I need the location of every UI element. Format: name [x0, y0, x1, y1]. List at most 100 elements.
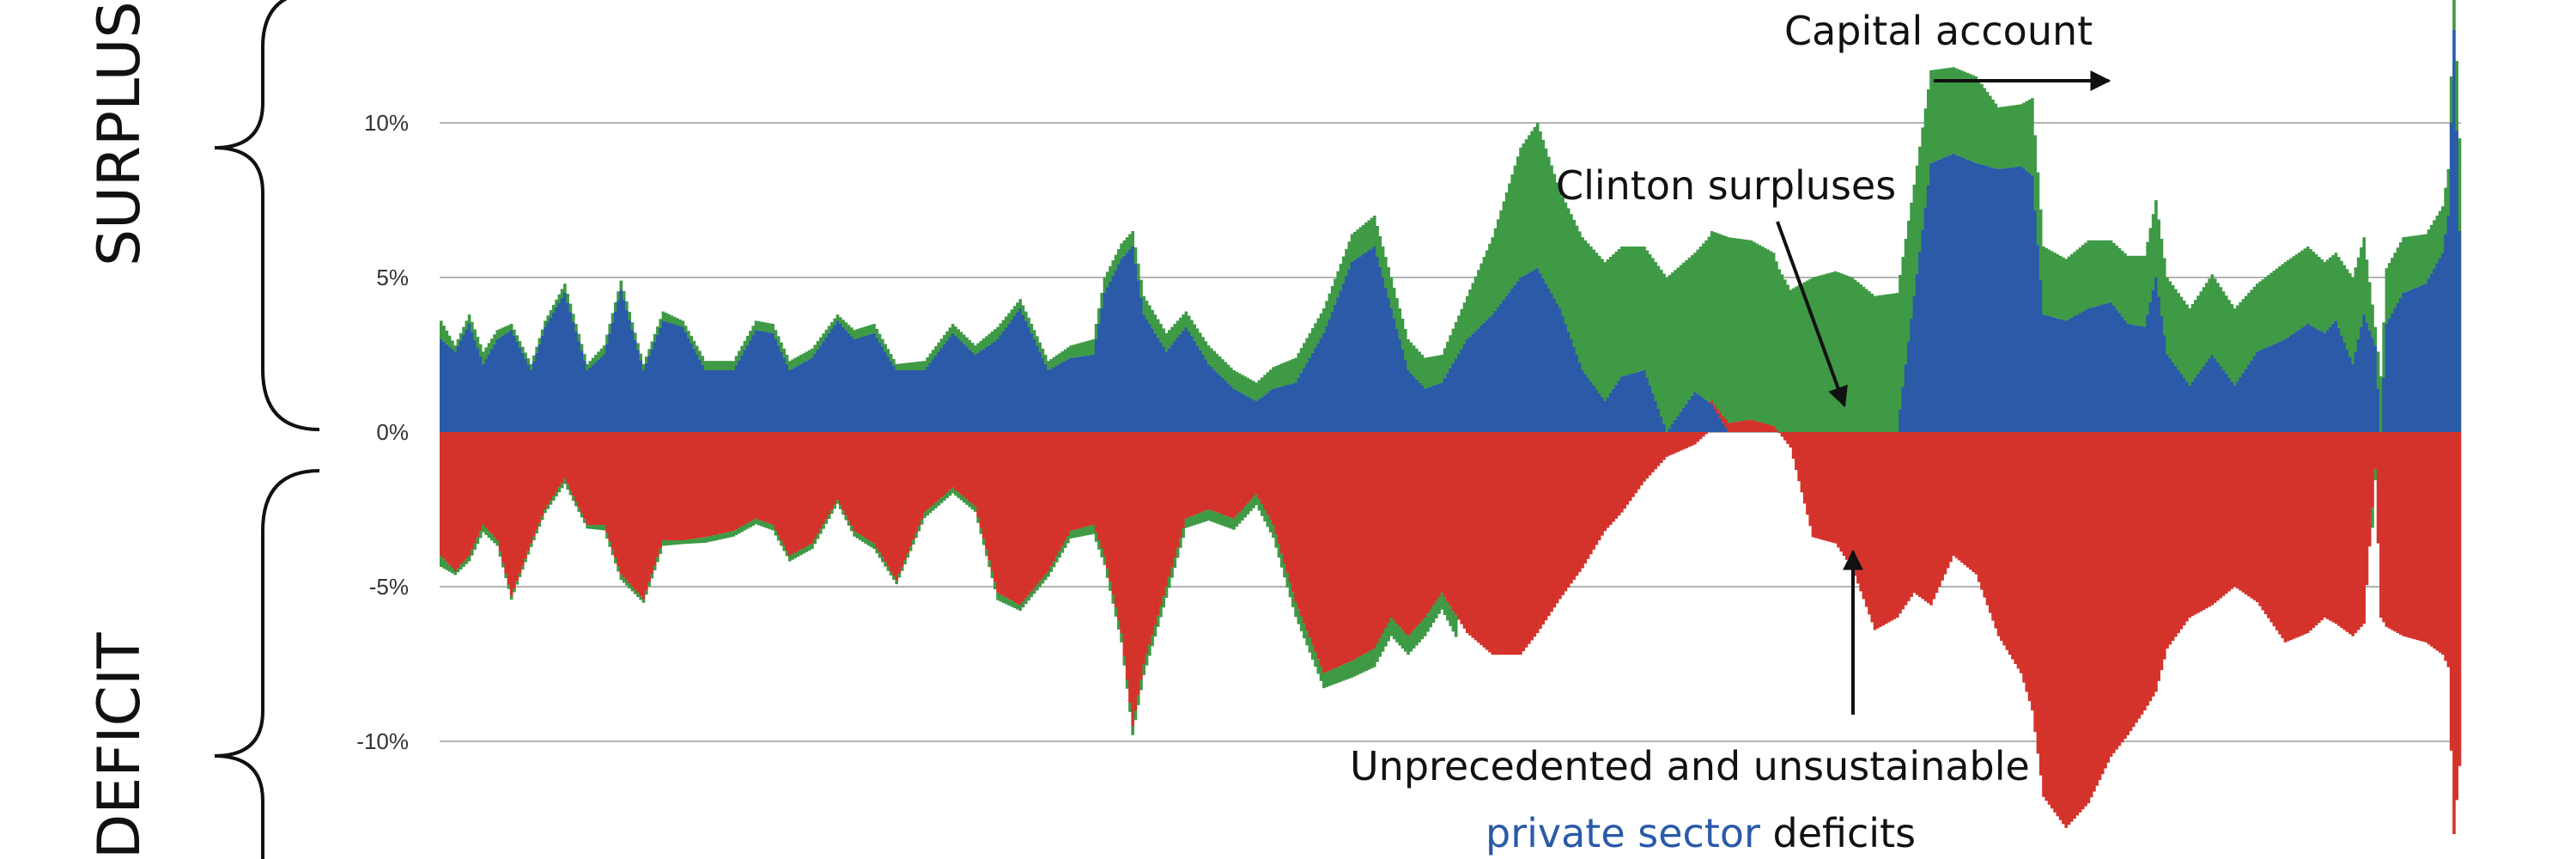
bar-private: [1403, 360, 1407, 432]
bar-private: [2213, 358, 2217, 432]
bar-government: [1881, 432, 1886, 625]
bar-capital: [656, 326, 659, 335]
bar-government: [1491, 432, 1495, 655]
bar-private: [2210, 355, 2215, 432]
bar-capital: [1024, 598, 1028, 605]
bar-private: [2329, 326, 2332, 432]
bar-government: [1263, 432, 1267, 509]
bar-government: [555, 432, 558, 492]
bar-capital: [1255, 382, 1259, 401]
bar-government: [1229, 432, 1233, 518]
bar-capital: [760, 521, 763, 527]
bar-capital: [1164, 587, 1169, 598]
bar-government: [2256, 432, 2259, 602]
bar-capital: [465, 320, 469, 330]
bar-capital: [729, 531, 732, 538]
bar-capital: [678, 319, 682, 326]
bar-capital: [599, 348, 604, 357]
bar-private: [1434, 384, 1438, 432]
bar-capital: [2137, 255, 2142, 326]
bar-government: [594, 432, 598, 525]
bar-capital: [1946, 68, 1950, 156]
bar-capital: [965, 337, 969, 347]
bar-capital: [1111, 260, 1115, 277]
bar-private: [1266, 393, 1270, 432]
bar-capital: [661, 311, 665, 321]
bar-government: [498, 432, 502, 551]
bar-private: [617, 301, 620, 432]
bar-capital: [2025, 101, 2029, 171]
bar-private: [540, 335, 544, 432]
bar-capital: [1403, 633, 1407, 652]
bar-government: [987, 432, 992, 561]
bar-capital: [2038, 209, 2043, 280]
bar-capital: [1454, 615, 1458, 637]
bar-capital: [1156, 615, 1160, 627]
bar-private: [2205, 362, 2208, 432]
bar-government: [707, 432, 710, 537]
bar-capital: [2303, 248, 2307, 326]
bar-government: [1833, 432, 1838, 544]
bar-capital: [1466, 295, 1469, 339]
bar-government: [1415, 432, 1419, 627]
bar-government: [2336, 432, 2341, 626]
bar-government: [2418, 432, 2422, 641]
bar-capital: [1364, 222, 1368, 253]
bar-government: [1904, 432, 1908, 606]
bar-government: [1991, 432, 1995, 621]
bar-capital: [1139, 679, 1143, 691]
bar-capital: [1755, 243, 1759, 422]
bar-capital: [760, 321, 763, 332]
bar-capital: [692, 539, 696, 544]
bar-capital: [1775, 261, 1778, 430]
bar-capital: [681, 540, 685, 545]
bar-capital: [698, 538, 702, 544]
bar-capital: [1097, 540, 1101, 550]
bar-government: [2441, 432, 2445, 655]
bar-private: [2174, 366, 2178, 432]
bar-private: [599, 357, 604, 432]
bar-capital: [1128, 703, 1132, 712]
bar-government: [2300, 432, 2304, 636]
bar-private: [1078, 356, 1081, 432]
bar-capital: [1806, 280, 1809, 432]
bar-government: [908, 432, 913, 547]
bar-capital: [1283, 362, 1286, 386]
bar-private: [1460, 349, 1464, 432]
bar-capital: [2109, 240, 2113, 302]
bar-capital: [855, 329, 860, 338]
bar-capital: [2334, 253, 2338, 321]
bar-government: [1148, 432, 1151, 645]
bar-government: [1032, 432, 1036, 588]
bar-capital: [1210, 348, 1213, 367]
bar-capital: [453, 571, 457, 576]
bar-private: [1167, 348, 1171, 432]
bar-private: [501, 335, 505, 432]
bar-government: [751, 432, 756, 521]
bar-capital: [597, 525, 600, 530]
bar-private: [762, 332, 767, 432]
bar-private: [1378, 267, 1382, 432]
bar-capital: [1437, 355, 1441, 384]
bar-government: [1210, 432, 1213, 511]
bar-capital: [2340, 260, 2343, 336]
bar-capital: [869, 325, 873, 334]
bar-capital: [1899, 275, 1902, 410]
bar-government: [1868, 432, 1871, 615]
bar-private: [1131, 247, 1135, 432]
bar-private: [518, 347, 522, 432]
bar-capital: [714, 534, 719, 540]
bar-capital: [501, 327, 505, 336]
bar-government: [451, 432, 454, 569]
bar-capital: [1198, 332, 1202, 350]
bar-government: [1164, 432, 1169, 587]
bar-capital: [549, 500, 553, 505]
bar-private: [1322, 332, 1326, 432]
bar-government: [1018, 432, 1023, 606]
bar-capital: [917, 361, 921, 370]
bar-capital: [749, 521, 752, 527]
bar-private: [1513, 284, 1517, 432]
bar-private: [611, 322, 615, 432]
bar-private: [2250, 360, 2254, 432]
bar-private: [1038, 351, 1042, 432]
